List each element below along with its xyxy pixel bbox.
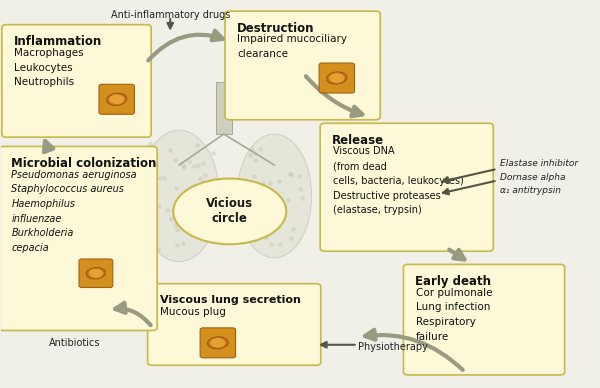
- Ellipse shape: [329, 73, 345, 83]
- Text: Antibiotics: Antibiotics: [49, 338, 101, 348]
- FancyBboxPatch shape: [403, 264, 565, 375]
- FancyBboxPatch shape: [319, 63, 355, 93]
- Text: Respiratory: Respiratory: [416, 317, 476, 327]
- Ellipse shape: [88, 268, 104, 278]
- Text: (from dead: (from dead: [332, 161, 386, 171]
- Text: failure: failure: [416, 332, 449, 341]
- Text: Burkholderia: Burkholderia: [11, 229, 74, 238]
- Text: Early death: Early death: [415, 275, 491, 288]
- Bar: [216, 82, 232, 134]
- Text: Lung infection: Lung infection: [416, 302, 490, 312]
- Text: Pseudomonas aeruginosa: Pseudomonas aeruginosa: [11, 170, 137, 180]
- Text: Inflammation: Inflammation: [14, 35, 102, 48]
- Text: α₁ antitrypsin: α₁ antitrypsin: [500, 186, 562, 195]
- Ellipse shape: [86, 268, 106, 279]
- Ellipse shape: [173, 178, 286, 244]
- Text: clearance: clearance: [238, 49, 289, 59]
- Text: Anti-inflammatory drugs: Anti-inflammatory drugs: [110, 10, 230, 20]
- Text: Dornase alpha: Dornase alpha: [500, 173, 566, 182]
- Text: Haemophilus: Haemophilus: [11, 199, 76, 209]
- FancyBboxPatch shape: [99, 84, 134, 114]
- Ellipse shape: [237, 134, 311, 258]
- Text: Vicious
circle: Vicious circle: [206, 197, 253, 225]
- FancyBboxPatch shape: [2, 25, 151, 137]
- Text: Mucous plug: Mucous plug: [160, 307, 226, 317]
- Text: Impaired mucociliary: Impaired mucociliary: [238, 34, 347, 44]
- Text: Macrophages: Macrophages: [14, 48, 84, 58]
- Text: Physiotherapy: Physiotherapy: [358, 342, 428, 352]
- Text: Viscous DNA: Viscous DNA: [332, 146, 394, 156]
- Text: Destruction: Destruction: [237, 22, 314, 35]
- Text: Microbial colonization: Microbial colonization: [11, 157, 156, 170]
- Text: Destructive proteases: Destructive proteases: [332, 191, 440, 201]
- Ellipse shape: [327, 72, 347, 84]
- Text: Elastase inhibitor: Elastase inhibitor: [500, 159, 578, 168]
- Ellipse shape: [210, 338, 226, 348]
- Text: Release: Release: [332, 134, 384, 147]
- Text: (elastase, trypsin): (elastase, trypsin): [332, 205, 421, 215]
- FancyBboxPatch shape: [225, 11, 380, 120]
- Ellipse shape: [208, 337, 228, 349]
- Text: cells, bacteria, leukocytes): cells, bacteria, leukocytes): [332, 176, 463, 186]
- FancyBboxPatch shape: [0, 146, 157, 331]
- Text: Staphylococcus aureus: Staphylococcus aureus: [11, 184, 124, 194]
- Text: Leukocytes: Leukocytes: [14, 62, 73, 73]
- Text: cepacia: cepacia: [11, 243, 49, 253]
- FancyBboxPatch shape: [320, 123, 493, 251]
- Ellipse shape: [107, 93, 127, 106]
- Text: influenzae: influenzae: [11, 214, 62, 224]
- FancyBboxPatch shape: [79, 259, 113, 288]
- Text: Neutrophils: Neutrophils: [14, 77, 74, 87]
- Ellipse shape: [109, 94, 125, 104]
- FancyBboxPatch shape: [200, 328, 236, 358]
- Ellipse shape: [139, 130, 220, 262]
- Text: Viscous lung secretion: Viscous lung secretion: [160, 294, 301, 305]
- FancyBboxPatch shape: [148, 284, 321, 365]
- Text: Cor pulmonale: Cor pulmonale: [416, 288, 493, 298]
